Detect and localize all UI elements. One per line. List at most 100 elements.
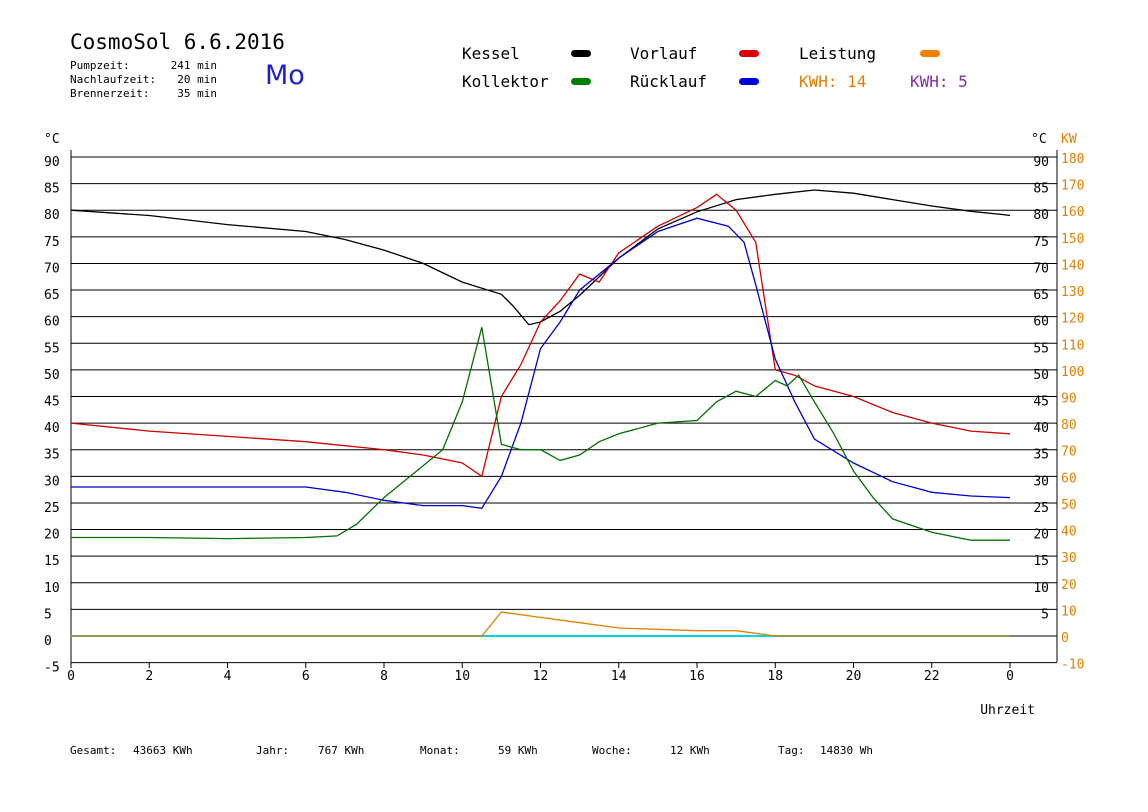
y-tick-right-c-0: 90 xyxy=(1033,155,1049,170)
series-line-ruecklauf xyxy=(71,217,1011,510)
y-tick-left-6: 60 xyxy=(44,315,60,330)
y-tick-right-kw-2: 160 xyxy=(1061,205,1084,220)
x-tick-10: 20 xyxy=(846,669,862,684)
brennerzeit-label: Brennerzeit: xyxy=(70,87,150,100)
y-tick-right-c-3: 75 xyxy=(1033,235,1049,250)
y-tick-right-c-15: 15 xyxy=(1033,554,1049,569)
y-tick-left-14: 20 xyxy=(44,528,60,543)
weekday-label: Mo xyxy=(265,60,305,91)
y-tick-right-c-16: 10 xyxy=(1033,581,1049,596)
y-tick-right-c-1: 85 xyxy=(1033,182,1049,197)
y-tick-right-kw-4: 140 xyxy=(1061,258,1084,273)
series-line-vorlauf xyxy=(70,193,1011,478)
y-tick-right-kw-6: 120 xyxy=(1061,312,1084,327)
legend-ruecklauf-swatch xyxy=(739,78,759,85)
x-tick-12: 0 xyxy=(1006,669,1014,684)
legend-vorlauf-label: Vorlauf xyxy=(630,44,698,63)
y-tick-right-kw-0: 180 xyxy=(1061,152,1084,167)
y-tick-right-c-17: 5 xyxy=(1041,607,1049,622)
y-tick-right-c-13: 25 xyxy=(1033,501,1049,516)
y-tick-right-c-2: 80 xyxy=(1033,208,1049,223)
y-tick-right-kw-13: 50 xyxy=(1061,498,1077,513)
y-tick-right-kw-7: 110 xyxy=(1061,338,1084,353)
y-tick-left-16: 10 xyxy=(44,581,60,596)
gesamt-label: Gesamt: xyxy=(70,744,117,757)
legend-kessel-swatch xyxy=(571,50,591,57)
x-tick-11: 22 xyxy=(924,669,940,684)
y-tick-left-15: 15 xyxy=(44,554,60,569)
y-tick-left-17: 5 xyxy=(44,607,52,622)
y-tick-right-kw-19: -10 xyxy=(1061,658,1084,673)
kwh-purple-label: KWH: 5 xyxy=(910,72,968,91)
pumpzeit-value: 241 min xyxy=(170,59,217,72)
y-tick-left-4: 70 xyxy=(44,261,60,276)
x-axis-label: Uhrzeit xyxy=(980,703,1035,718)
woche-label: Woche: xyxy=(592,744,632,757)
series-line-kollektor xyxy=(71,327,1010,541)
y-tick-right-c-6: 60 xyxy=(1033,315,1049,330)
y-tick-left-13: 25 xyxy=(44,501,60,516)
y-tick-right-kw-5: 130 xyxy=(1061,285,1084,300)
legend-kessel-label: Kessel xyxy=(462,44,520,63)
tag-value: 14830 Wh xyxy=(820,744,873,757)
monat-value: 59 KWh xyxy=(498,744,538,757)
y-tick-right-kw-11: 70 xyxy=(1061,445,1077,460)
gesamt-value: 43663 KWh xyxy=(133,744,193,757)
tag-label: Tag: xyxy=(778,744,805,757)
y-tick-right-kw-3: 150 xyxy=(1061,232,1084,247)
x-tick-0: 0 xyxy=(67,669,75,684)
chart-title: CosmoSol 6.6.2016 xyxy=(70,30,285,54)
pumpzeit-label: Pumpzeit: xyxy=(70,59,130,72)
legend-leistung-swatch xyxy=(920,50,940,57)
y-tick-right-c-8: 50 xyxy=(1033,368,1049,383)
y-tick-left-2: 80 xyxy=(44,208,60,223)
jahr-value: 767 KWh xyxy=(318,744,365,757)
y-tick-right-kw-16: 20 xyxy=(1061,578,1077,593)
x-tick-6: 12 xyxy=(533,669,549,684)
x-tick-1: 2 xyxy=(145,669,153,684)
series-line-kessel xyxy=(70,189,1011,326)
y-tick-right-kw-14: 40 xyxy=(1061,525,1077,540)
y-tick-left-5: 65 xyxy=(44,288,60,303)
y-tick-right-kw-8: 100 xyxy=(1061,365,1084,380)
x-tick-8: 16 xyxy=(689,669,705,684)
y-tick-right-kw-1: 170 xyxy=(1061,179,1084,194)
y-tick-right-kw-18: 0 xyxy=(1061,631,1069,646)
y-tick-left-0: 90 xyxy=(44,155,60,170)
y-tick-right-c-5: 65 xyxy=(1033,288,1049,303)
woche-value: 12 KWh xyxy=(670,744,710,757)
legend-ruecklauf-label: Rücklauf xyxy=(630,72,708,91)
y-tick-left-12: 30 xyxy=(44,474,60,489)
y-tick-right-kw-9: 90 xyxy=(1061,392,1077,407)
y-axis-label-right-kw: KW xyxy=(1061,132,1077,147)
y-axis-label-left: °C xyxy=(44,132,60,147)
y-tick-right-kw-15: 30 xyxy=(1061,551,1077,566)
x-tick-4: 8 xyxy=(380,669,388,684)
y-tick-left-1: 85 xyxy=(44,182,60,197)
y-tick-right-kw-10: 80 xyxy=(1061,418,1077,433)
y-tick-left-18: 0 xyxy=(44,634,52,649)
y-axis-label-right-c: °C xyxy=(1031,132,1047,147)
y-tick-right-c-9: 45 xyxy=(1033,395,1049,410)
monat-label: Monat: xyxy=(420,744,460,757)
series-line-leistung xyxy=(71,611,1010,637)
y-tick-right-c-4: 70 xyxy=(1033,261,1049,276)
x-tick-7: 14 xyxy=(611,669,627,684)
y-tick-right-c-7: 55 xyxy=(1033,341,1049,356)
y-tick-right-c-10: 40 xyxy=(1033,421,1049,436)
nachlaufzeit-value: 20 min xyxy=(177,73,217,86)
legend-kollektor-label: Kollektor xyxy=(462,72,549,91)
y-tick-left-11: 35 xyxy=(44,448,60,463)
legend-kollektor-swatch xyxy=(571,78,591,85)
x-tick-2: 4 xyxy=(224,669,232,684)
y-tick-left-10: 40 xyxy=(44,421,60,436)
x-tick-5: 10 xyxy=(454,669,470,684)
y-tick-right-c-12: 30 xyxy=(1033,474,1049,489)
kwh-orange-label: KWH: 14 xyxy=(799,72,867,91)
y-tick-right-c-14: 20 xyxy=(1033,528,1049,543)
y-tick-right-kw-12: 60 xyxy=(1061,471,1077,486)
y-tick-left-9: 45 xyxy=(44,395,60,410)
legend-vorlauf-swatch xyxy=(739,50,759,57)
y-tick-left-7: 55 xyxy=(44,341,60,356)
